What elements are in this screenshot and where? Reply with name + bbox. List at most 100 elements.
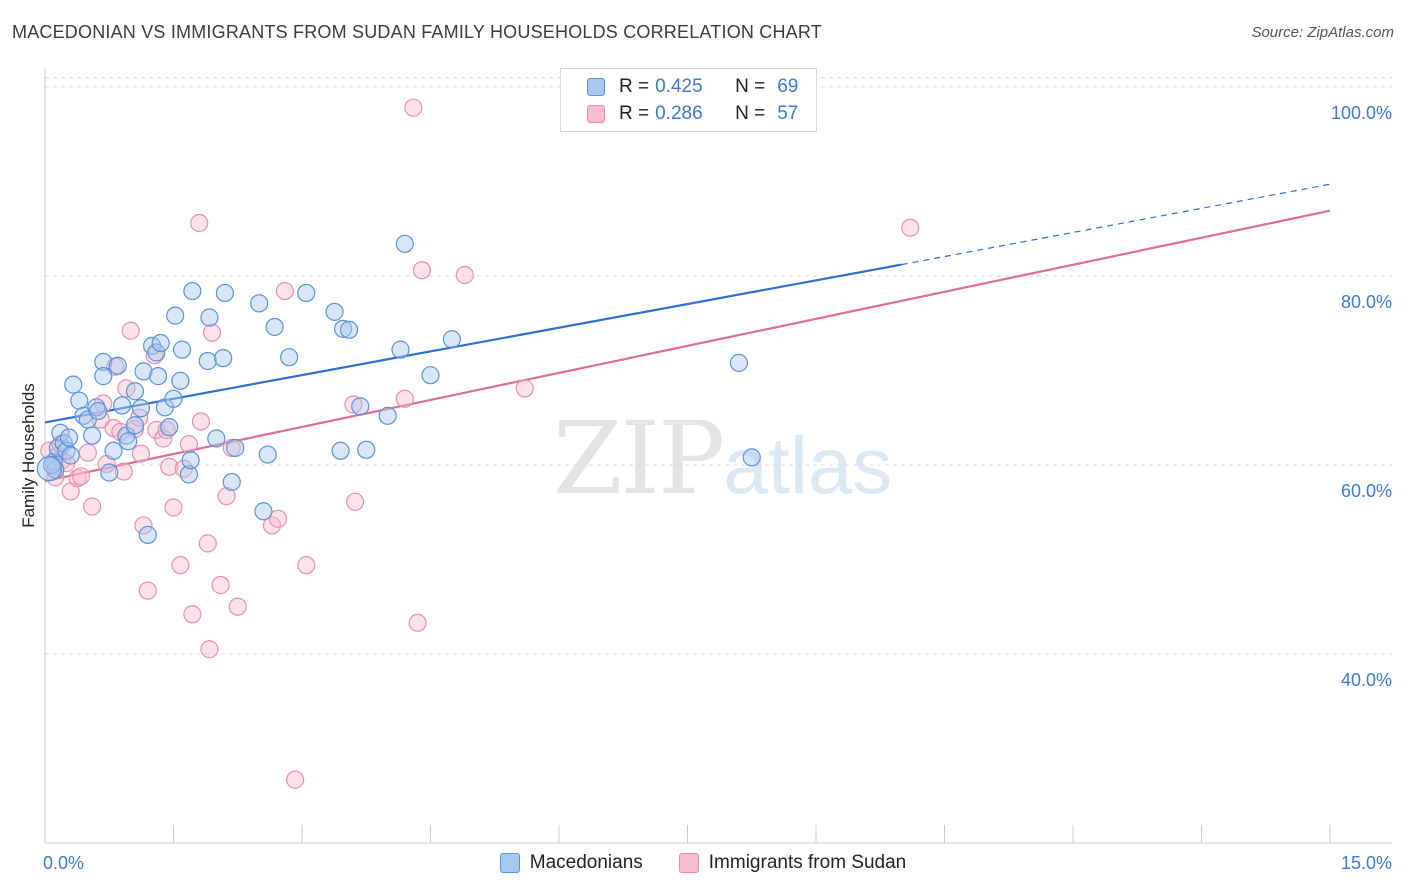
sudan-point (198, 534, 217, 553)
sudan-point (286, 770, 305, 789)
macedonian-point (215, 283, 234, 303)
macedonian-point (125, 382, 145, 401)
macedonian-point (171, 371, 190, 390)
y-tick-label: 40.0% (1341, 670, 1392, 690)
macedonian-point (94, 367, 113, 386)
macedonian-point (325, 302, 344, 321)
macedonian-point (134, 362, 153, 381)
sudan-point (134, 516, 153, 535)
sudan-point (200, 640, 219, 659)
sudan-point (183, 605, 202, 624)
sudan-point (164, 498, 183, 517)
macedonian-point (442, 330, 462, 349)
sudan-point (160, 457, 179, 476)
macedonian-point (265, 317, 284, 337)
sudan-point (179, 435, 199, 454)
macedonian-point (108, 356, 127, 375)
macedonian-point (89, 401, 108, 421)
macedonian-point (207, 429, 226, 448)
macedonian-point (160, 418, 179, 437)
trend-lines (44, 183, 1331, 483)
macedonian-point (172, 340, 192, 359)
macedonian-point (729, 353, 749, 372)
macedonian-trend-line (44, 263, 902, 424)
sudan-point (275, 281, 294, 301)
bottom-legend-swatch-pink (678, 853, 699, 873)
axes (44, 68, 1392, 844)
macedonian-point (179, 465, 199, 484)
macedonian-trend-extension (901, 183, 1331, 266)
macedonian-point-large (36, 456, 62, 482)
macedonian-point (94, 352, 113, 372)
tick-labels: 40.0% 60.0% 80.0% 100.0% 0.0% 15.0% Family Hou… (19, 103, 1392, 873)
macedonian-point (151, 333, 170, 353)
sudan-point (83, 497, 102, 516)
bottom-legend-sudan: Immigrants from Sudan (678, 852, 906, 874)
macedonian-point (357, 440, 376, 459)
macedonian-point (183, 281, 202, 301)
legend-swatch-blue (587, 78, 605, 96)
macedonian-point (125, 416, 145, 435)
sudan-point (171, 556, 190, 575)
sudan-point (515, 379, 534, 398)
macedonian-point (214, 349, 233, 368)
macedonian-point (166, 306, 185, 325)
macedonian-point (378, 406, 397, 425)
sudan-point (114, 462, 133, 481)
sudan-point (297, 556, 316, 575)
sudan-point (346, 492, 365, 511)
sudan-point (157, 420, 176, 440)
gridlines (45, 76, 1392, 655)
y-tick-label: 60.0% (1341, 481, 1392, 501)
y-tick-label: 100.0% (1331, 103, 1392, 123)
macedonian-point (148, 367, 168, 386)
sudan-point (395, 389, 414, 408)
macedonian-point (331, 441, 350, 460)
macedonian-point (297, 283, 316, 303)
macedonian-point (421, 366, 440, 385)
sudan-point (138, 581, 157, 600)
sudan-point (228, 597, 247, 616)
macedonian-point (258, 445, 277, 464)
macedonian-point (118, 432, 138, 451)
sudan-point (408, 613, 427, 632)
legend-swatch-pink (587, 105, 605, 123)
macedonian-point (181, 451, 200, 470)
macedonian-point (112, 396, 132, 415)
macedonian-point (280, 348, 299, 367)
watermark: ZIPatlas (553, 400, 892, 517)
sudan-point (131, 444, 151, 463)
macedonian-point (138, 525, 157, 544)
watermark-zip: ZIP (553, 400, 725, 517)
macedonian-point (198, 351, 217, 371)
legend-r-value: 0.286 (655, 103, 703, 124)
macedonian-point (250, 294, 269, 313)
macedonian-point (351, 397, 370, 416)
macedonian-point (391, 340, 410, 359)
sudan-point (404, 98, 423, 117)
bottom-legend-label: Macedonians (529, 852, 643, 873)
sudan-point (455, 265, 474, 285)
macedonian-points (36, 99, 761, 544)
legend-r-value: 0.425 (655, 76, 703, 97)
legend-row-macedonians: R = 0.425 N = 69 (587, 75, 798, 99)
macedonian-point (200, 308, 219, 327)
sudan-point (191, 412, 211, 431)
sudan-point (202, 323, 222, 342)
macedonian-point (164, 389, 183, 408)
macedonian-point (340, 320, 359, 339)
sudan-point (344, 395, 363, 414)
legend-r-label: R = (619, 103, 650, 124)
macedonian-point (51, 423, 70, 442)
macedonian-point (83, 426, 102, 445)
legend-row-sudan: R = 0.286 N = 57 (587, 102, 798, 126)
sudan-point (901, 218, 920, 237)
legend-n-value: 69 (777, 76, 799, 97)
macedonian-point (64, 375, 83, 394)
legend: R = 0.425 N = 69 R = 0.286 N = 57 (560, 68, 817, 132)
sudan-point (71, 467, 91, 486)
sudan-point (78, 443, 97, 462)
macedonian-point (147, 343, 166, 362)
legend-n-value: 57 (777, 103, 799, 124)
sudan-points (40, 98, 920, 789)
